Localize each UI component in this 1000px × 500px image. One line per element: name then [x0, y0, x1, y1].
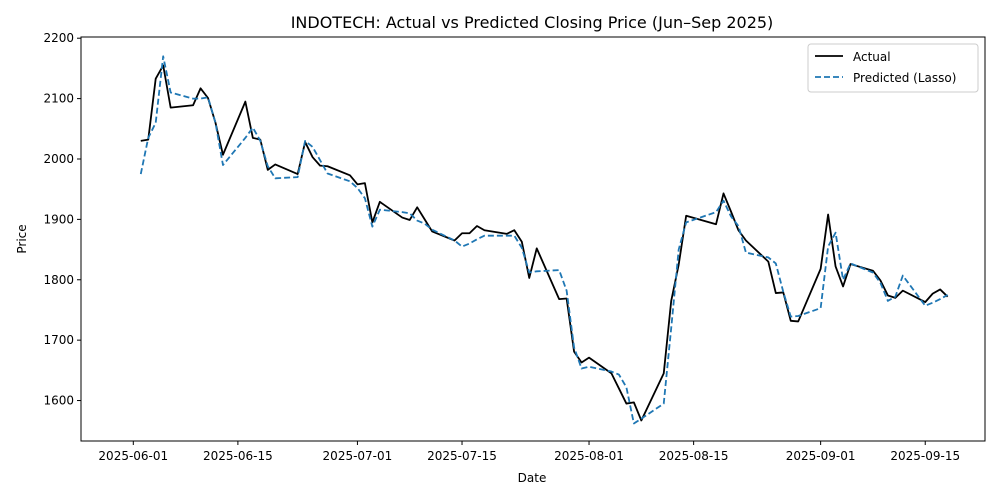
y-tick-label: 1600 [43, 394, 74, 408]
x-axis-title: Date [518, 471, 547, 485]
x-tick-label: 2025-09-01 [786, 449, 856, 463]
series-line-predicted [139, 55, 949, 425]
chart-title: INDOTECH: Actual vs Predicted Closing Pr… [291, 13, 774, 32]
y-tick-label: 2200 [43, 31, 74, 45]
y-tick-label: 1800 [43, 273, 74, 287]
y-axis-title: Price [15, 224, 29, 253]
x-tick-label: 2025-07-15 [427, 449, 497, 463]
x-tick-label: 2025-09-15 [890, 449, 960, 463]
legend-label-actual: Actual [853, 50, 891, 64]
y-tick-label: 1700 [43, 333, 74, 347]
y-tick-label: 1900 [43, 212, 74, 226]
legend: Actual Predicted (Lasso) [807, 43, 979, 93]
legend-label-predicted: Predicted (Lasso) [853, 71, 956, 85]
x-tick-label: 2025-08-01 [554, 449, 624, 463]
x-tick-label: 2025-06-15 [203, 449, 273, 463]
legend-box [807, 43, 979, 93]
x-tick-label: 2025-07-01 [323, 449, 393, 463]
y-tick-label: 2100 [43, 92, 74, 106]
plot-frame [80, 36, 986, 442]
y-tick-label: 2000 [43, 152, 74, 166]
plot-area: 2025-06-01 2025-06-15 2025-07-01 2025-07-15… [43, 31, 960, 463]
x-tick-label: 2025-06-01 [98, 449, 168, 463]
x-tick-label: 2025-08-15 [659, 449, 729, 463]
